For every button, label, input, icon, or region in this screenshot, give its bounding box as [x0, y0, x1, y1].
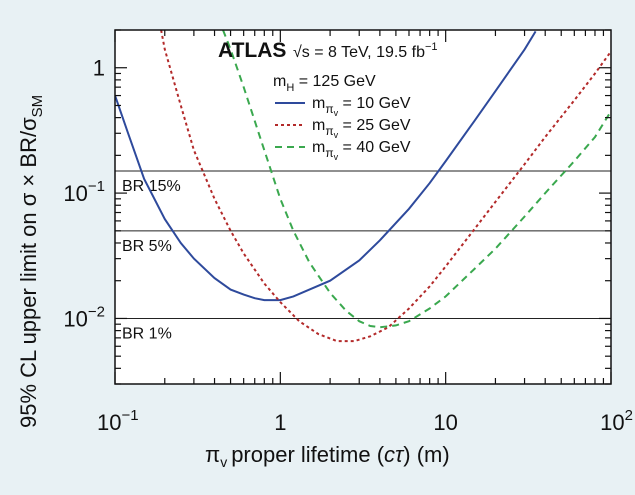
y-tick-label-1: 10−1 [63, 178, 105, 206]
energy-label: √s = 8 TeV, 19.5 fb−1 [293, 41, 438, 61]
y-tick-label-2: 1 [93, 56, 105, 81]
y-axis-label: 95% CL upper limit on σ × BR/σSM [16, 95, 46, 428]
x-axis-unit: ) (m) [403, 442, 449, 467]
mass-label: mH = 125 GeV [273, 73, 376, 94]
mass-rest: = 125 GeV [294, 73, 376, 90]
x-tick-label-1: 1 [274, 410, 286, 435]
energy-sup: −1 [425, 41, 438, 53]
reference-label-2: BR 1% [122, 325, 172, 342]
axis-ticks: 10−1 1 10 102 10−2 10−1 1 [63, 29, 633, 435]
reference-label-0: BR 15% [122, 178, 181, 195]
y-axis-text: 95% CL upper limit on σ × BR/σ [16, 117, 41, 428]
series-line-0 [115, 30, 537, 302]
reference-label-1: BR 5% [122, 238, 172, 255]
x-axis-ctau: cτ [384, 442, 405, 467]
y-tick-label-0: 10−2 [63, 303, 105, 331]
series-line-2 [222, 30, 611, 329]
energy-text: √s = 8 TeV, 19.5 fb [293, 44, 425, 61]
legend-label-1: mπv = 25 GeV [312, 117, 411, 140]
x-tick-label-0: 10−1 [97, 407, 139, 435]
series-line-1 [160, 30, 611, 343]
plot-frame [114, 29, 612, 385]
x-tick-label-3: 102 [600, 407, 633, 435]
x-axis-label: πv proper lifetime (cτ) (m) [205, 442, 450, 470]
mass-sub: H [286, 82, 294, 94]
series-layer [115, 30, 611, 343]
plot-area [115, 30, 611, 384]
mass-main: m [273, 73, 286, 90]
reference-lines: BR 15% BR 5% BR 1% [115, 170, 611, 342]
x-axis-text: proper lifetime ( [231, 442, 385, 467]
x-tick-label-2: 10 [433, 410, 457, 435]
legend-label-0: mπv = 10 GeV [312, 95, 411, 118]
y-axis-sub: SM [29, 95, 46, 118]
x-axis-symbol-sub: v [220, 454, 227, 470]
experiment-label: ATLAS [218, 39, 286, 62]
legend-label-2: mπv = 40 GeV [312, 139, 411, 162]
x-axis-symbol: π [205, 442, 220, 467]
